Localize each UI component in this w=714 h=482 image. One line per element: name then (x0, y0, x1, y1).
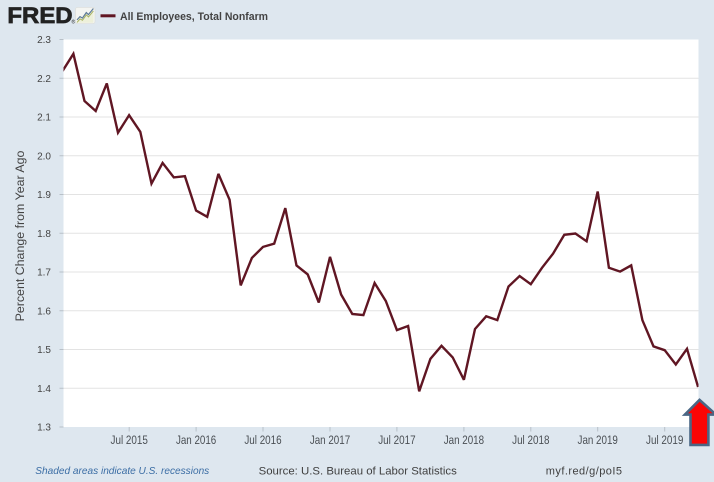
svg-text:Jan 2019: Jan 2019 (578, 433, 618, 447)
svg-text:1.7: 1.7 (37, 268, 51, 279)
svg-text:1.3: 1.3 (37, 423, 51, 434)
svg-text:Jan 2016: Jan 2016 (176, 433, 216, 447)
svg-text:Source: U.S. Bureau of Labor S: Source: U.S. Bureau of Labor Statistics (259, 466, 457, 478)
svg-text:2.3: 2.3 (37, 35, 51, 46)
svg-text:1.4: 1.4 (37, 384, 51, 395)
svg-text:1.5: 1.5 (37, 345, 51, 356)
svg-text:FRED: FRED (7, 3, 72, 28)
svg-text:Jul 2019: Jul 2019 (646, 433, 683, 447)
svg-text:All Employees, Total Nonfarm: All Employees, Total Nonfarm (120, 11, 268, 23)
svg-text:Shaded areas indicate U.S. rec: Shaded areas indicate U.S. recessions (35, 466, 209, 477)
svg-text:1.9: 1.9 (37, 190, 51, 201)
svg-text:1.8: 1.8 (37, 229, 51, 240)
svg-text:Jan 2017: Jan 2017 (310, 433, 350, 447)
svg-text:®: ® (72, 19, 76, 26)
svg-text:2.0: 2.0 (37, 151, 51, 162)
svg-text:2.2: 2.2 (37, 74, 51, 85)
svg-text:myf.red/g/poI5: myf.red/g/poI5 (546, 466, 623, 478)
svg-text:Jul 2018: Jul 2018 (512, 433, 549, 447)
svg-text:Jul 2017: Jul 2017 (378, 433, 415, 447)
svg-text:2.1: 2.1 (37, 113, 51, 124)
svg-text:Percent Change from Year Ago: Percent Change from Year Ago (13, 150, 27, 321)
svg-text:1.6: 1.6 (37, 306, 51, 317)
svg-text:Jan 2018: Jan 2018 (444, 433, 484, 447)
svg-text:Jul 2016: Jul 2016 (244, 433, 281, 447)
svg-text:Jul 2015: Jul 2015 (111, 433, 148, 447)
